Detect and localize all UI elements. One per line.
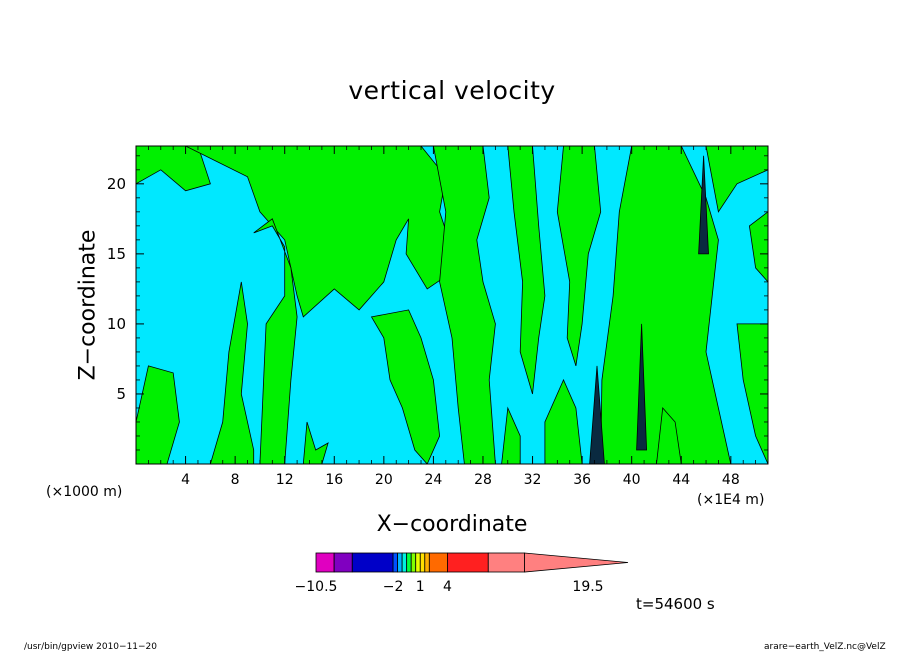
colorbar-label-2: −2 [383,579,404,595]
positive-velocity-region-7 [370,309,441,464]
colorbar-label-1: −10.5 [295,579,338,595]
x-tick-label-44: 44 [672,472,690,488]
colorbar-segment-3 [351,552,394,573]
footer-right: arare−earth_VelZ.nc@VelZ [764,642,886,652]
positive-velocity-region-2 [136,365,180,464]
y-tick-label-15: 15 [107,245,126,263]
y-tick-label-5: 5 [116,385,126,403]
chart-title: vertical velocity [348,76,556,105]
positive-velocity-region-4 [185,146,459,318]
colorbar-segment-9 [415,552,421,573]
positive-velocity-region-5 [253,218,298,464]
colorbar-segment-11 [424,552,430,573]
x-tick-label-16: 16 [325,472,343,488]
y-axis-label: Z−coordinate [75,229,101,381]
colorbar-segment-12 [428,552,448,573]
x-axis-unit-left: (×1000 m) [46,484,123,500]
colorbar-segment-14 [487,552,525,573]
strong-core-1 [589,365,605,464]
positive-velocity-region-3 [209,281,255,464]
positive-velocity-region-9 [501,406,521,464]
x-axis-label: X−coordinate [376,512,528,537]
x-tick-label-40: 40 [623,472,641,488]
colorbar-segment-6 [401,552,408,573]
velocity-field [136,146,768,464]
positive-velocity-region-12 [556,146,602,367]
x-tick-label-24: 24 [424,472,442,488]
colorbar-label-5: 19.5 [572,579,603,595]
positive-velocity-region-8 [432,146,496,464]
x-tick-label-20: 20 [375,472,393,488]
colorbar-label-3: 1 [416,579,425,595]
colorbar-segment-7 [406,552,412,573]
colorbar-segment-4 [392,552,399,573]
x-tick-label-48: 48 [722,472,740,488]
y-axis: 5 10 15 20 [107,155,768,451]
positive-velocity-region-15 [705,146,768,213]
colorbar-segment-5 [397,552,403,573]
colorbar-segment-2 [333,552,353,573]
x-tick-label-8: 8 [231,472,240,488]
x-axis-unit-right: (×1E4 m) [697,492,765,508]
x-axis: 4 8 12 16 20 24 28 32 36 40 44 48 [147,146,757,488]
positive-velocity-region-6 [302,421,329,464]
x-tick-label-32: 32 [524,472,542,488]
positive-velocity-region-14 [656,407,682,464]
x-tick-label-4: 4 [181,472,190,488]
colorbar-segment-1 [315,552,335,573]
colorbar-segment-13 [447,552,489,573]
colorbar-segment-8 [410,552,417,573]
colorbar-label-4: 4 [443,579,452,595]
positive-velocity-region-1 [136,146,211,192]
x-tick-label-36: 36 [573,472,591,488]
y-tick-label-10: 10 [107,315,126,333]
strong-velocity-cores [589,155,709,464]
colorbar-segment-10 [419,552,426,573]
strong-core-3 [698,155,709,255]
footer-left: /usr/bin/gpview 2010−11−20 [24,642,158,652]
positive-velocity-region-10 [507,146,546,395]
positive-velocity-region-17 [748,211,768,283]
x-tick-label-12: 12 [276,472,294,488]
strong-core-2 [636,323,648,451]
colorbar: −10.5 −2 1 4 19.5 [295,552,629,595]
colorbar-arrow [524,552,629,573]
x-tick-label-28: 28 [474,472,492,488]
plot-frame [135,145,769,465]
positive-velocity-region-11 [544,378,583,464]
y-tick-label-20: 20 [107,175,126,193]
time-label: t=54600 s [636,595,715,613]
